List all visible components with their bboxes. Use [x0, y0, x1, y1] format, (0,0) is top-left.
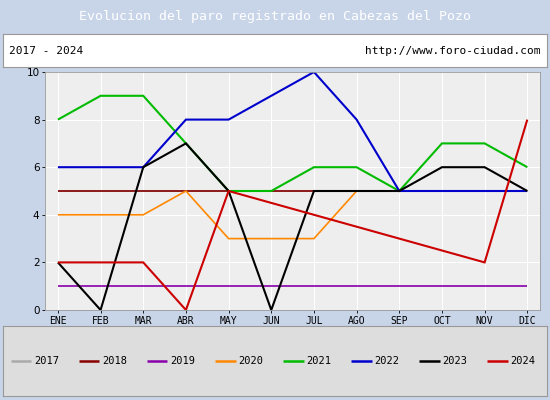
Text: 2020: 2020 [238, 356, 263, 366]
Text: 2021: 2021 [306, 356, 331, 366]
Text: 2018: 2018 [102, 356, 127, 366]
Text: Evolucion del paro registrado en Cabezas del Pozo: Evolucion del paro registrado en Cabezas… [79, 10, 471, 23]
Text: 2024: 2024 [510, 356, 536, 366]
Text: 2019: 2019 [170, 356, 195, 366]
Text: 2023: 2023 [442, 356, 468, 366]
Text: 2022: 2022 [375, 356, 399, 366]
Text: 2017: 2017 [34, 356, 59, 366]
Text: 2017 - 2024: 2017 - 2024 [9, 46, 84, 56]
Text: http://www.foro-ciudad.com: http://www.foro-ciudad.com [365, 46, 541, 56]
